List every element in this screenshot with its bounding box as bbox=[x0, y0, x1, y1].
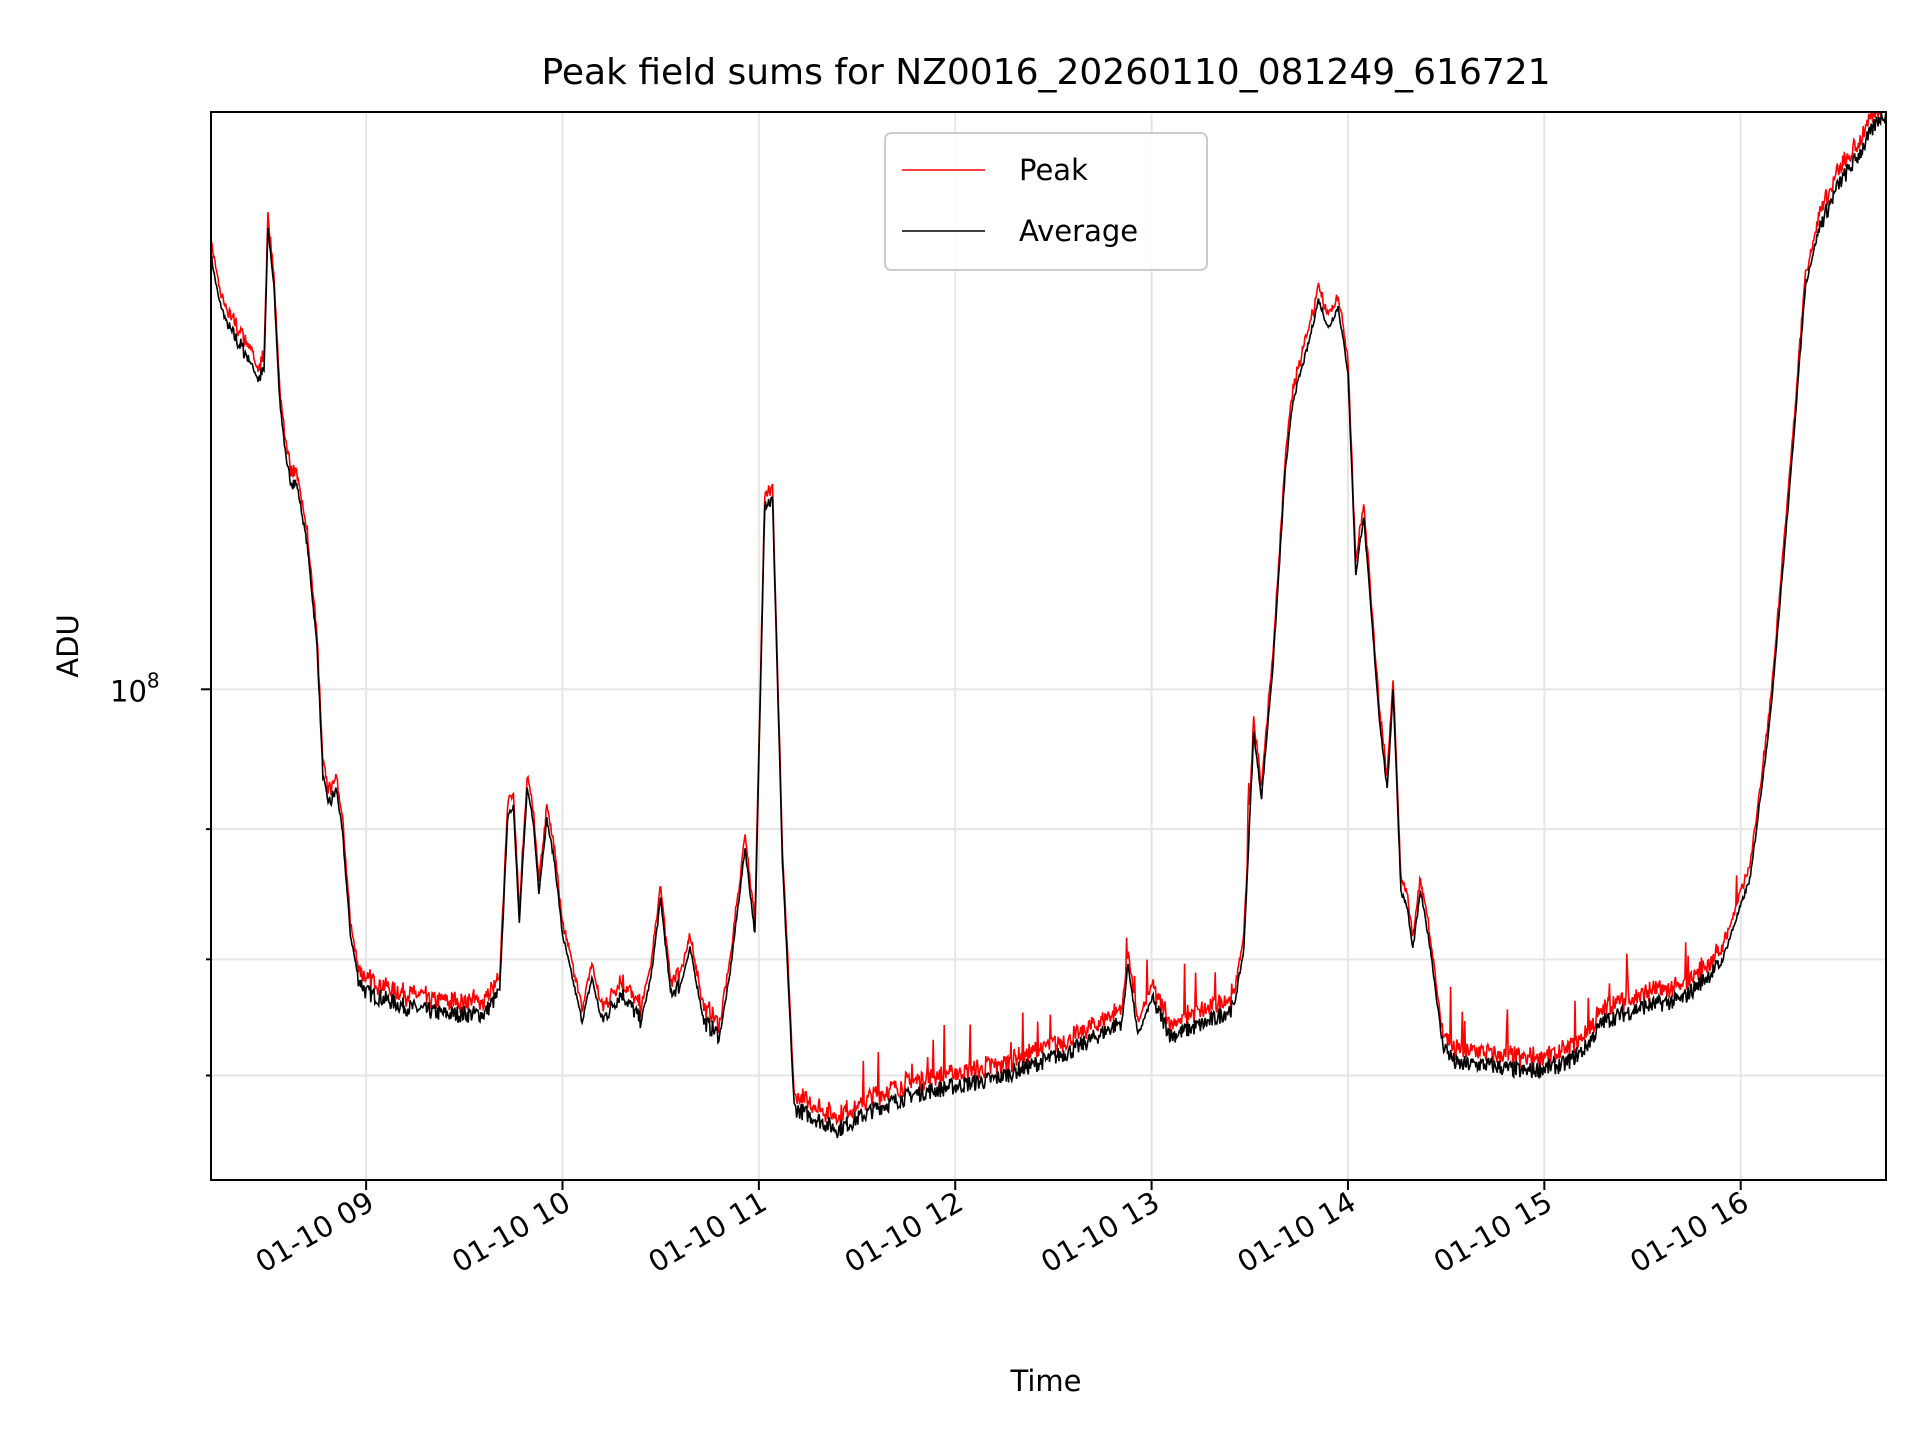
x-tick-label: 01-10 16 bbox=[1624, 1185, 1754, 1280]
x-axis-ticks: 01-10 09 01-10 10 01-10 11 01-10 12 01-10 13… bbox=[250, 1180, 1754, 1279]
legend-average-label: Average bbox=[1019, 214, 1138, 248]
y-tick-label: 108 bbox=[110, 668, 160, 708]
x-tick-label: 01-10 12 bbox=[839, 1185, 969, 1280]
x-tick-label: 01-10 10 bbox=[446, 1185, 576, 1280]
legend-peak-label: Peak bbox=[1019, 153, 1088, 187]
x-axis-label: Time bbox=[1010, 1364, 1082, 1398]
x-tick-label: 01-10 14 bbox=[1232, 1185, 1362, 1280]
x-tick-label: 01-10 15 bbox=[1428, 1185, 1558, 1280]
x-tick-label: 01-10 09 bbox=[250, 1185, 380, 1280]
y-axis-label: ADU bbox=[51, 614, 85, 677]
y-axis-ticks: 108 bbox=[110, 668, 211, 1077]
series-layer bbox=[210, 110, 1887, 1139]
chart-title: Peak field sums for NZ0016_20260110_0812… bbox=[541, 52, 1550, 93]
y-tick-label-base: 10 bbox=[110, 674, 147, 708]
series-average-line bbox=[210, 111, 1887, 1139]
x-tick-label: 01-10 13 bbox=[1035, 1185, 1165, 1280]
series-peak-line bbox=[210, 110, 1886, 1126]
legend: Peak Average bbox=[884, 132, 1208, 271]
x-tick-label: 01-10 11 bbox=[642, 1185, 772, 1280]
grid-lines bbox=[211, 112, 1886, 1180]
legend-box bbox=[884, 132, 1208, 271]
y-tick-label-exponent: 8 bbox=[147, 668, 160, 692]
plot-area-frame bbox=[210, 111, 1887, 1181]
